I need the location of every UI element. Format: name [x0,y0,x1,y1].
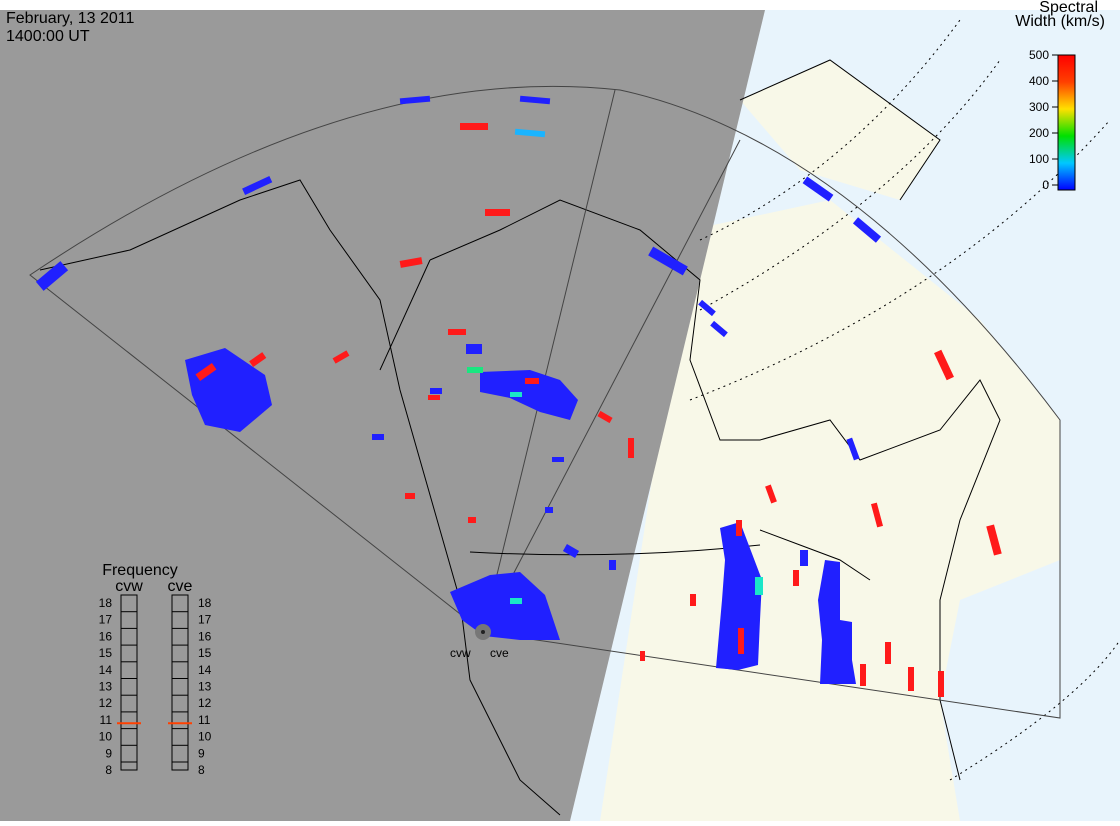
colorbar-tick-label: 0 [1042,178,1049,192]
colorbar-tick-label: 100 [1029,152,1049,166]
frequency-tick-label: 13 [198,680,212,694]
frequency-tick-label: 16 [99,629,113,643]
colorbar-tick-label: 400 [1029,74,1049,88]
frequency-tick-label: 9 [105,746,112,760]
radar-label: cvw [450,646,471,660]
colorbar-tick-label: 200 [1029,126,1049,140]
frequency-tick-label: 13 [99,680,113,694]
colorbar-tick-label: 500 [1029,48,1049,62]
colorbar-title: Spectral [1039,0,1098,16]
colorbar [1057,54,1076,191]
frequency-tick-label: 9 [198,746,205,760]
frequency-tick-label: 16 [198,629,212,643]
frequency-tick-label: 14 [198,663,212,677]
scatter-cells [35,95,1002,697]
frequency-tick-label: 15 [99,646,113,660]
colorbar-title: Width (km/s) [1015,13,1105,30]
frequency-title: Frequency [102,562,178,579]
frequency-tick-label: 17 [99,613,113,627]
frequency-tick-label: 12 [99,696,113,710]
colorbar-tick-label: 300 [1029,100,1049,114]
frequency-tick-label: 12 [198,696,212,710]
radar-site [481,630,485,634]
grid-arcs [689,19,1120,781]
frequency-tick-label: 10 [198,730,212,744]
coastlines [39,59,1001,816]
frequency-tick-label: 11 [100,713,113,727]
frequency-tick-label: 8 [105,763,112,777]
time: 1400:00 UT [6,28,90,45]
frequency-tick-label: 15 [198,646,212,660]
frequency-tick-label: 18 [99,596,113,610]
frequency-tick-label: 18 [198,596,212,610]
date: February, 13 2011 [6,10,134,27]
frequency-radar-name: cvw [115,578,143,595]
frequency-tick-label: 17 [198,613,212,627]
frequency-tick-label: 8 [198,763,205,777]
frequency-radar-name: cve [168,578,193,595]
radar-label: cve [490,646,509,660]
frequency-tick-label: 14 [99,663,113,677]
frequency-tick-label: 11 [198,713,211,727]
frequency-tick-label: 10 [99,730,113,744]
